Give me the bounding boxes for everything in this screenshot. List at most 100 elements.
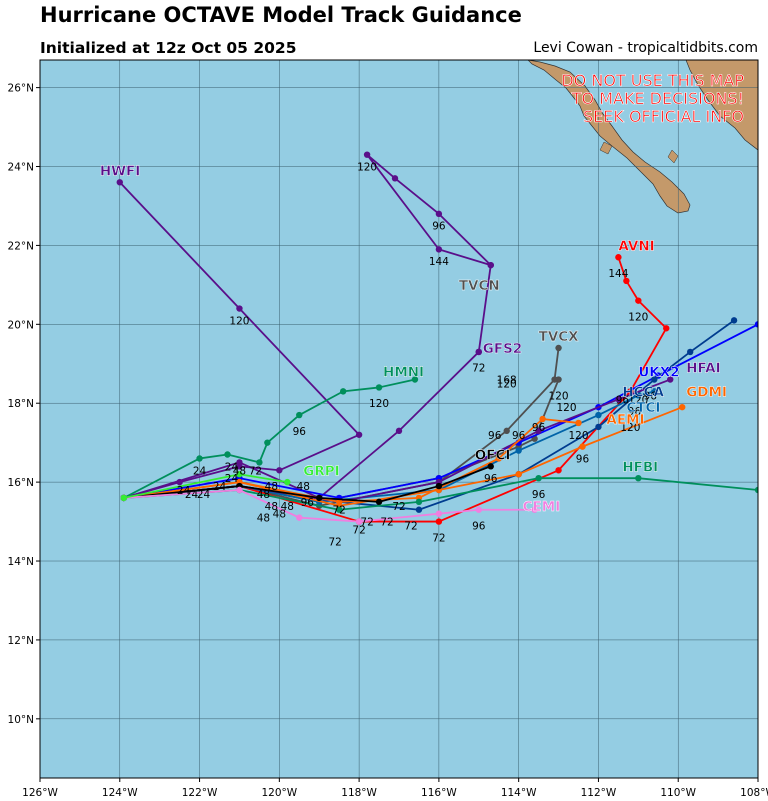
track-point-cemi [475,506,482,513]
track-point-tvcx [551,376,558,383]
warning-line-2: TO MAKE DECISIONS! [571,89,744,108]
model-label-grpi: GRPI [303,463,339,479]
ocean-area [40,60,758,778]
model-label-ukx2: UKX2 [638,365,679,381]
lon-tick-label: 112°W [581,787,617,799]
track-point-grpi [236,471,243,478]
forecast-hour-label: 48 [233,465,246,477]
forecast-hour-label: 24 [213,481,227,493]
forecast-hour-label: 96 [432,221,446,233]
lat-tick-label: 24°N [8,162,34,174]
model-label-ofci: OFCI [475,448,511,464]
track-point-hmni [224,451,231,458]
lon-tick-label: 122°W [182,787,218,799]
track-line-ofci [123,465,492,503]
forecast-hour-label: 96 [616,394,630,406]
track-point-hmni [375,384,383,391]
track-point-avni [663,325,670,332]
mainland-mexico-land [685,60,758,151]
track-point-tvcx [503,427,510,435]
forecast-hour-label: 72 [328,536,341,548]
lat-tick-label: 16°N [8,477,34,489]
track-point-hcca [595,423,602,431]
track-point-avni [635,297,642,304]
track-point-cemi [435,510,443,517]
track-point-hfai [667,376,674,383]
track-line-ukx2 [123,323,758,499]
model-label-hfai: HFAI [686,361,720,377]
forecast-hour-label: 48 [257,489,270,501]
forecast-hour-label: 96 [472,521,486,533]
track-point-ctci [515,447,522,454]
track-point-gdmi [579,443,586,450]
track-point-gfs2 [475,348,482,356]
track-point-hwfi [355,431,363,438]
track-point-tvcx [555,344,562,352]
forecast-hour-label: 24 [193,465,207,477]
forecast-hour-label: 48 [265,501,278,513]
track-point-hfbi [335,506,343,513]
track-point-cemi [296,514,303,521]
forecast-hour-label: 72 [352,524,365,536]
track-point-gdmi [515,471,522,478]
forecast-hour-label: 48 [281,501,294,513]
track-point-hfai [615,396,622,403]
track-point-hmni [196,455,203,462]
forecast-hour-label: 72 [249,465,262,477]
track-grpi[interactable] [120,471,291,502]
forecast-hour-label: 96 [576,453,590,465]
forecast-hour-label: 72 [380,517,393,529]
track-point-gfs2 [435,246,443,253]
track-point-aemi [335,498,343,506]
track-point-hwfi [116,179,123,186]
model-label-ctci: CTCI [626,400,660,416]
forecast-hour-label: 120 [229,315,249,327]
track-point-gfs2 [363,151,371,158]
island-icon [667,149,679,164]
track-point-aemi [575,419,582,427]
track-point-gfs2 [395,427,403,435]
track-point-aemi [539,415,546,423]
forecast-hour-label: 96 [484,473,498,485]
lon-tick-label: 118°W [341,787,377,799]
track-point-ofci [316,494,323,502]
track-point-avni [435,518,443,525]
forecast-hour-label: 48 [273,509,286,521]
model-label-aemi: AEMI [606,412,644,428]
forecast-hour-label: 24 [185,489,199,501]
forecast-hour-label: 24 [225,461,239,473]
forecast-hour-label: 144 [429,256,449,268]
model-label-tvcx: TVCX [539,329,580,345]
model-label-hmni: HMNI [383,365,424,381]
track-point-hwfi [236,305,243,312]
track-point-ukx2 [754,321,758,328]
forecast-hour-label: 96 [512,430,526,442]
track-point-hfbi [754,486,758,494]
model-label-hcca: HCCA [622,384,664,400]
page-title: Hurricane OCTAVE Model Track Guidance [40,3,522,27]
lat-tick-label: 22°N [8,240,34,252]
forecast-hour-label: 24 [225,473,239,485]
track-point-hwfi [276,467,283,474]
lat-tick-label: 20°N [8,319,34,331]
forecast-hour-label: 120 [628,394,648,406]
forecast-hour-label: 96 [532,422,546,434]
forecast-hour-label: 120 [628,311,648,323]
forecast-hour-label: 48 [257,513,270,525]
track-point-aemi [495,455,502,462]
forecast-hour-label: 96 [644,390,658,402]
lat-tick-label: 14°N [8,556,34,568]
forecast-hour-label: 72 [332,505,345,517]
track-point-hcca [730,317,738,324]
track-point-avni [623,277,630,285]
track-ofci[interactable] [120,463,494,506]
track-point-gfs2 [236,459,243,466]
track-line-avni [123,256,668,523]
forecast-hour-label: 120 [620,422,640,434]
forecast-hour-label: 120 [369,398,389,410]
forecast-hour-label: 120 [357,162,377,174]
track-point-cemi [236,486,243,494]
lon-tick-label: 126°W [22,787,58,799]
forecast-hour-label: 144 [608,268,628,280]
